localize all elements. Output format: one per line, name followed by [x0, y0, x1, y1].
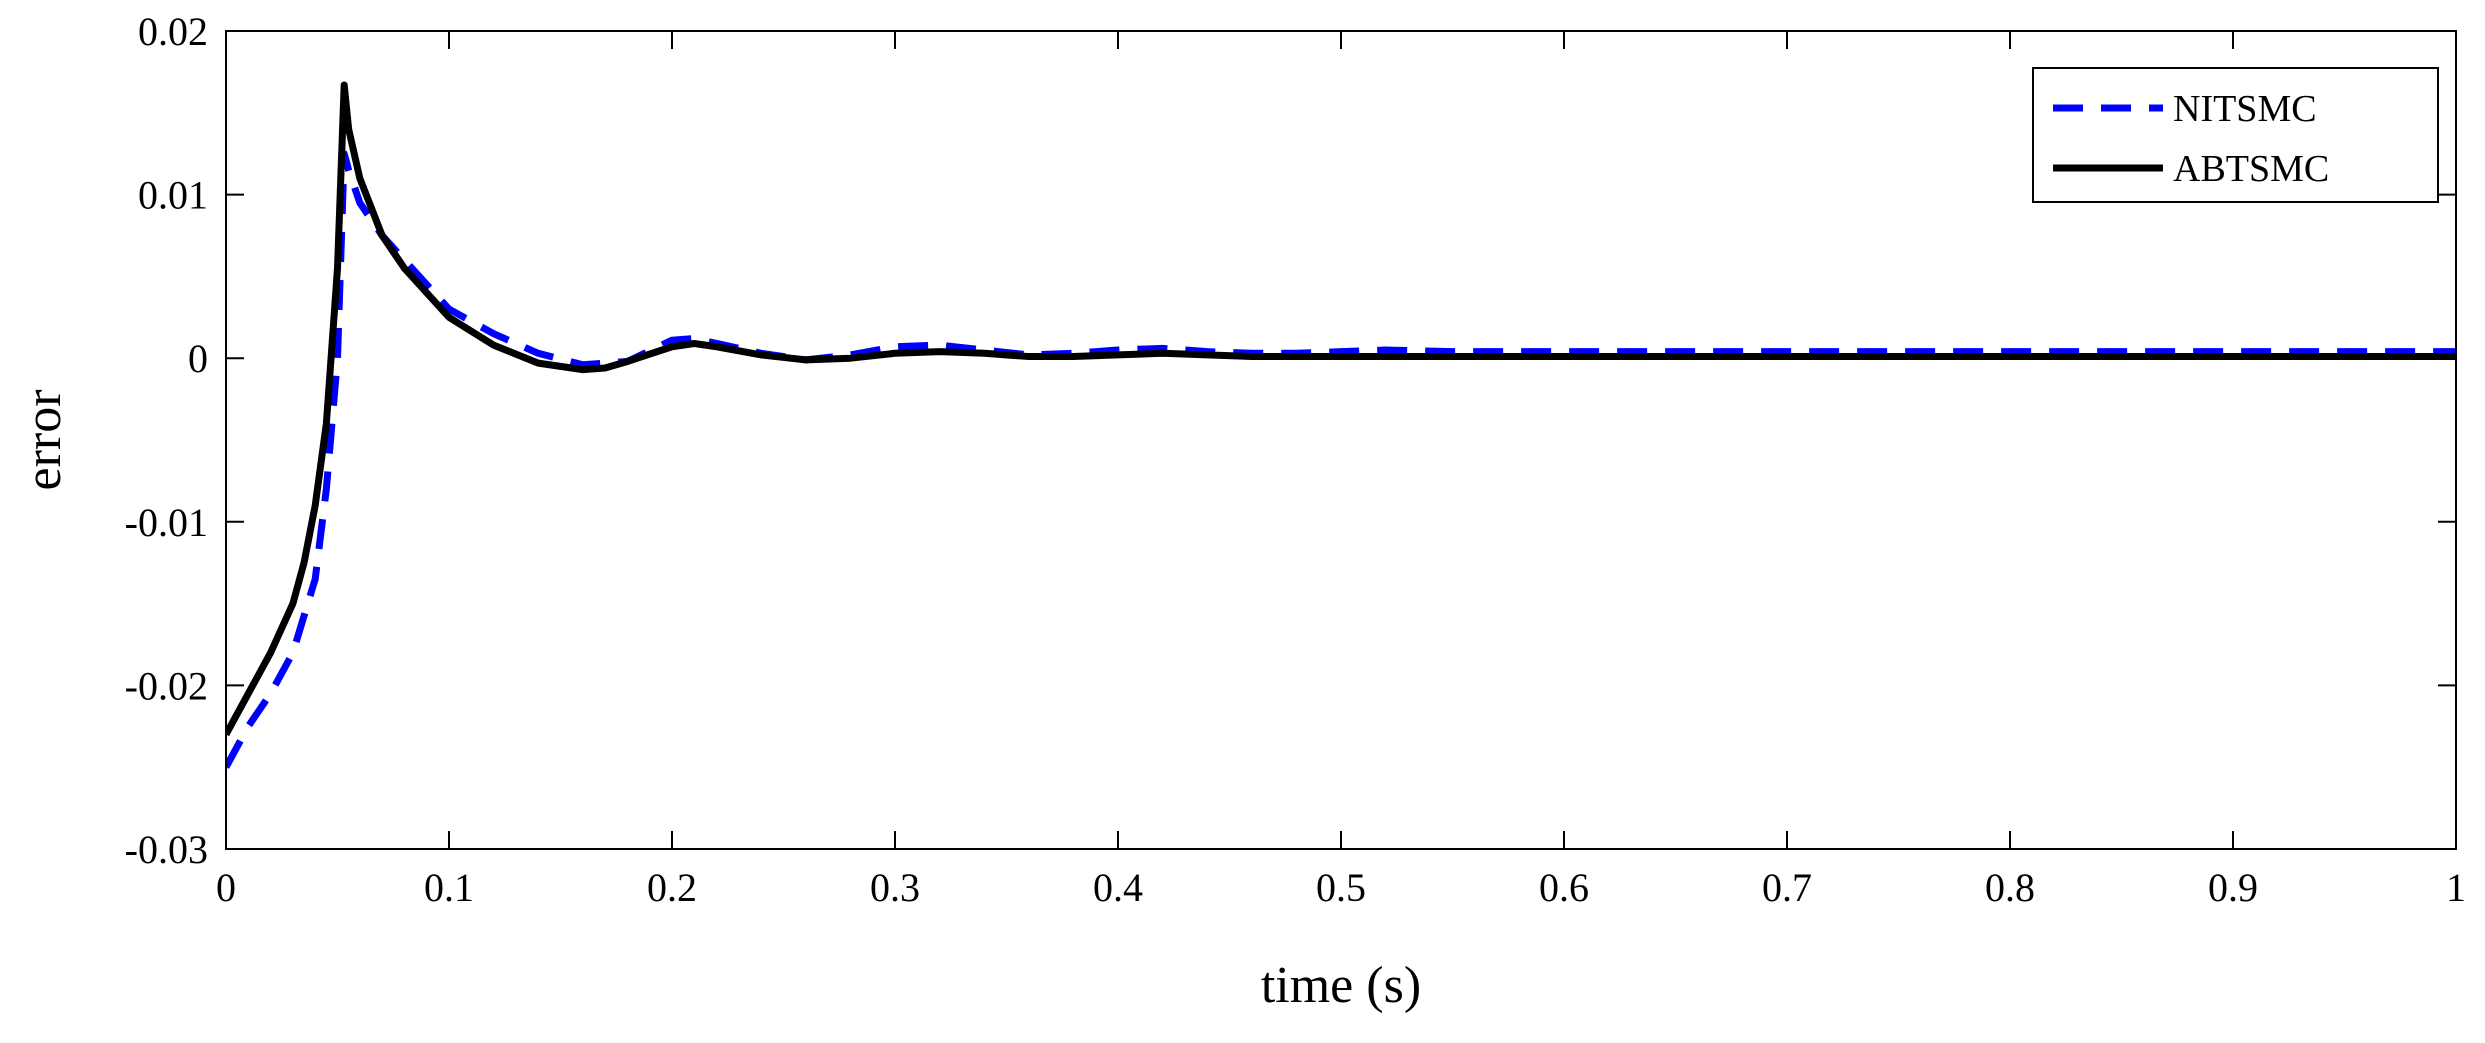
series-line-nitsmc	[226, 150, 2456, 769]
x-tick-label: 0.4	[1093, 865, 1143, 910]
legend: NITSMC ABTSMC	[2032, 67, 2439, 203]
x-tick-label: 0.1	[424, 865, 474, 910]
x-tick-label: 0	[216, 865, 236, 910]
y-tick-label: 0	[188, 336, 208, 381]
x-tick-label: 0.2	[647, 865, 697, 910]
x-axis-title: time (s)	[1261, 957, 1421, 1014]
axes-layer: 0 0.1 0.2 0.3 0.4 0.5 0.6 0.7 0.8 0.9 1 -0.03 -0.02 -…	[125, 9, 2466, 910]
x-tick-label: 0.3	[870, 865, 920, 910]
x-tick-label: 0.5	[1316, 865, 1366, 910]
legend-box	[2032, 67, 2439, 203]
x-tick-label: 0.6	[1539, 865, 1589, 910]
y-tick-label: -0.02	[125, 663, 208, 708]
y-tick-label: 0.01	[138, 173, 208, 218]
x-tick-label: 1	[2446, 865, 2466, 910]
y-tick-label: -0.01	[125, 500, 208, 545]
series-layer	[226, 81, 2456, 769]
legend-label-nitsmc: NITSMC	[2173, 88, 2317, 130]
y-tick-label: -0.03	[125, 827, 208, 872]
y-axis-title: error	[15, 389, 72, 490]
x-tick-label: 0.8	[1985, 865, 2035, 910]
y-tick-label: 0.02	[138, 9, 208, 54]
x-tick-label: 0.7	[1762, 865, 1812, 910]
series-line-abtsmc	[226, 81, 2456, 737]
legend-label-abtsmc: ABTSMC	[2173, 148, 2329, 190]
x-tick-label: 0.9	[2208, 865, 2258, 910]
